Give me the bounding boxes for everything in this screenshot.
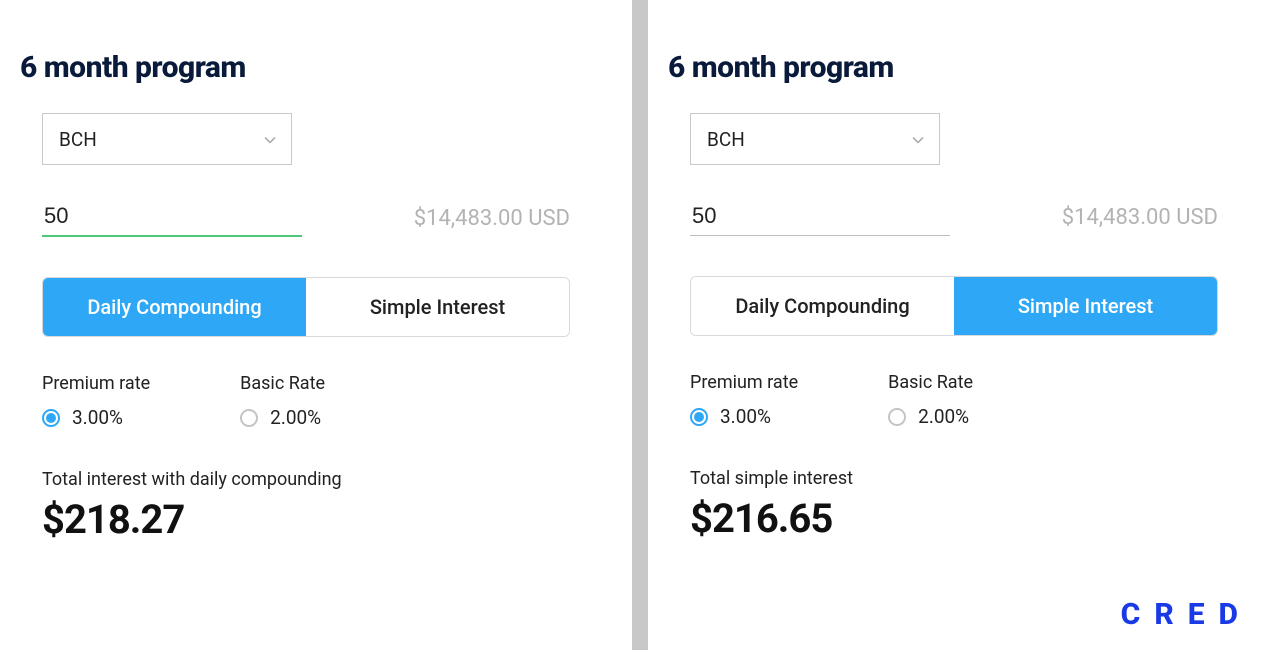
rate-value-row: 3.00%: [42, 406, 150, 429]
interest-type-toggle: Daily Compounding Simple Interest: [690, 276, 1218, 336]
radio-premium[interactable]: [690, 408, 708, 426]
panel-simple-interest: 6 month program BCH $14,483.00 USD Daily…: [648, 0, 1280, 650]
toggle-simple-interest[interactable]: Simple Interest: [954, 277, 1217, 335]
usd-equivalent: $14,483.00 USD: [1062, 205, 1218, 236]
result-amount: $216.65: [690, 495, 1240, 542]
toggle-daily-compounding[interactable]: Daily Compounding: [43, 278, 306, 336]
amount-row: $14,483.00 USD: [42, 199, 570, 237]
program-title: 6 month program: [20, 50, 592, 85]
toggle-simple-interest[interactable]: Simple Interest: [306, 278, 569, 336]
rate-label: Basic Rate: [240, 373, 325, 394]
currency-select-value: BCH: [42, 113, 292, 165]
currency-select[interactable]: BCH: [690, 113, 940, 165]
amount-row: $14,483.00 USD: [690, 199, 1218, 236]
result-label: Total interest with daily compounding: [42, 469, 592, 490]
rate-options: Premium rate 3.00% Basic Rate 2.00%: [42, 373, 570, 429]
program-title: 6 month program: [668, 50, 1240, 85]
rate-value-row: 2.00%: [240, 406, 325, 429]
amount-input[interactable]: [690, 199, 950, 236]
usd-equivalent: $14,483.00 USD: [414, 206, 570, 237]
rate-value: 2.00%: [270, 406, 321, 429]
comparison-container: 6 month program BCH $14,483.00 USD Daily…: [0, 0, 1280, 650]
rate-option-basic: Basic Rate 2.00%: [240, 373, 325, 429]
rate-value: 3.00%: [72, 406, 123, 429]
radio-basic[interactable]: [240, 409, 258, 427]
result-block: Total interest with daily compounding $2…: [42, 469, 592, 543]
rate-option-basic: Basic Rate 2.00%: [888, 372, 973, 428]
radio-premium[interactable]: [42, 409, 60, 427]
rate-option-premium: Premium rate 3.00%: [690, 372, 798, 428]
result-amount: $218.27: [42, 496, 592, 543]
rate-value-row: 2.00%: [888, 405, 973, 428]
result-block: Total simple interest $216.65: [690, 468, 1240, 542]
rate-options: Premium rate 3.00% Basic Rate 2.00%: [690, 372, 1218, 428]
rate-label: Premium rate: [42, 373, 150, 394]
panel-daily-compounding: 6 month program BCH $14,483.00 USD Daily…: [0, 0, 632, 650]
rate-value: 3.00%: [720, 405, 771, 428]
brand-logo: CRED: [1121, 597, 1252, 632]
currency-select[interactable]: BCH: [42, 113, 292, 165]
panel-divider: [632, 0, 648, 650]
rate-label: Premium rate: [690, 372, 798, 393]
currency-select-value: BCH: [690, 113, 940, 165]
toggle-daily-compounding[interactable]: Daily Compounding: [691, 277, 954, 335]
rate-option-premium: Premium rate 3.00%: [42, 373, 150, 429]
interest-type-toggle: Daily Compounding Simple Interest: [42, 277, 570, 337]
amount-input[interactable]: [42, 199, 302, 237]
radio-basic[interactable]: [888, 408, 906, 426]
rate-label: Basic Rate: [888, 372, 973, 393]
rate-value: 2.00%: [918, 405, 969, 428]
rate-value-row: 3.00%: [690, 405, 798, 428]
result-label: Total simple interest: [690, 468, 1240, 489]
